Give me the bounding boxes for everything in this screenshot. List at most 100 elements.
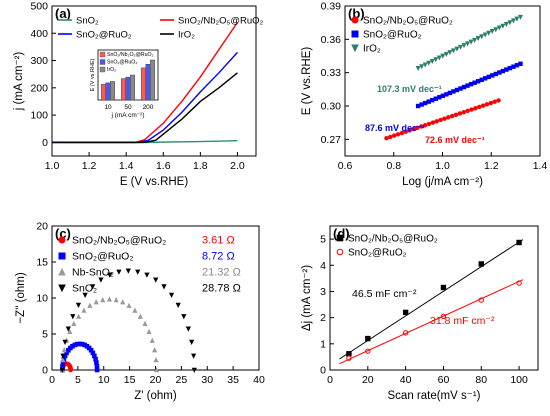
data-point xyxy=(443,51,449,57)
data-point xyxy=(447,50,453,56)
y-tick-label: 3 xyxy=(320,286,326,298)
data-point xyxy=(419,64,425,70)
legend-marker xyxy=(58,252,66,260)
plot-frame xyxy=(344,5,541,157)
y-tick-label: 10 xyxy=(36,293,48,305)
inset-y-axis-label: E (V vs.RHE) xyxy=(90,58,96,91)
inset-legend-swatch xyxy=(99,66,106,73)
panel-label: (a) xyxy=(55,6,71,21)
y-tick-label: 4 xyxy=(320,260,326,272)
panel-label: (c) xyxy=(55,226,71,241)
data-point xyxy=(507,20,513,26)
panel-d: 0 20 40 60 80 100 0 1 2 3 4 5 Scan rate(mV s⁻¹) Δj (m… xyxy=(301,225,539,402)
x-tick-label: 60 xyxy=(438,374,450,386)
data-point xyxy=(144,272,150,278)
y-tick-label: 0.30 xyxy=(321,101,342,113)
data-point xyxy=(442,116,447,121)
data-point xyxy=(482,76,488,81)
data-point xyxy=(391,133,397,138)
panel-b: 0.6 0.8 1.0 1.2 1.4 0.27 0.30 0.33 0.36 0.39 Log (… xyxy=(301,1,547,189)
x-tick-label: 80 xyxy=(475,374,487,386)
x-tick-label: 1.2 xyxy=(484,160,499,172)
legend-label: SnO₂/Nb₂O₅@RuO₂ xyxy=(348,234,438,245)
data-point xyxy=(430,97,435,103)
x-tick-label: 1.0 xyxy=(45,160,60,172)
inset-bar xyxy=(125,76,131,101)
data-point xyxy=(146,328,152,335)
y-tick-label: 2 xyxy=(320,312,326,324)
data-point xyxy=(454,46,460,52)
data-point xyxy=(153,357,159,363)
data-point xyxy=(132,307,138,313)
data-point xyxy=(426,99,431,104)
x-tick-label: 5 xyxy=(75,374,81,386)
data-point xyxy=(126,302,132,308)
resistance-value: 21.32 Ω xyxy=(202,267,241,279)
data-point xyxy=(458,86,463,91)
data-point xyxy=(61,347,67,353)
x-axis-label: Z' (ohm) xyxy=(134,390,177,402)
y-tick-label: 20 xyxy=(36,221,48,233)
data-point xyxy=(488,100,494,106)
data-point xyxy=(440,53,446,59)
x-tick-label: 20 xyxy=(362,374,374,386)
capacitance-annotation: 31.8 mF cm⁻² xyxy=(430,315,495,327)
inset-legend-label: IrO₂ xyxy=(107,67,116,73)
x-tick-label: 0.8 xyxy=(386,160,401,172)
data-point xyxy=(67,328,73,335)
data-point xyxy=(447,90,453,96)
inset-bar xyxy=(141,67,146,101)
inset-bar xyxy=(110,81,115,101)
data-point xyxy=(100,297,106,303)
data-point xyxy=(415,103,421,109)
data-point xyxy=(465,83,470,88)
data-point xyxy=(451,89,456,94)
data-point xyxy=(446,115,451,120)
x-tick-label: 100 xyxy=(510,374,528,386)
data-point xyxy=(181,314,187,320)
data-point xyxy=(60,357,66,363)
data-point xyxy=(175,302,181,308)
x-tick-label: 10 xyxy=(98,374,110,386)
y-tick-label: 0.36 xyxy=(321,34,342,46)
data-point xyxy=(149,337,155,343)
data-point xyxy=(461,84,467,90)
inset-bar xyxy=(150,59,155,101)
y-axis-label: E (V vs.RHE) xyxy=(301,47,313,116)
data-point xyxy=(517,14,524,20)
legend-label: SnO₂/Nb₂O₅@RuO₂ xyxy=(72,235,166,247)
plot-frame xyxy=(51,225,260,371)
data-point xyxy=(496,25,502,31)
data-point xyxy=(388,134,393,140)
data-point xyxy=(422,62,428,68)
resistance-value: 3.61 Ω xyxy=(202,235,235,247)
data-point xyxy=(516,239,522,246)
data-point xyxy=(514,16,520,22)
data-point xyxy=(518,61,523,66)
data-point xyxy=(75,313,82,319)
legend-marker xyxy=(58,267,66,276)
data-point xyxy=(65,326,71,332)
y-tick-label: 100 xyxy=(30,110,48,122)
legend-label: SnO₂ xyxy=(72,283,97,295)
x-tick-label: 1.8 xyxy=(193,160,208,172)
data-point xyxy=(457,44,463,50)
y-tick-label: 5 xyxy=(42,329,48,341)
data-point xyxy=(479,77,484,82)
data-point xyxy=(70,314,76,320)
inset-x-axis-label: j (mA cm⁻²) xyxy=(110,112,144,119)
data-point xyxy=(402,330,409,336)
x-tick-label: 1.2 xyxy=(82,160,97,172)
data-point xyxy=(480,103,486,108)
resistance-value: 8.72 Ω xyxy=(202,251,235,263)
inset-bar xyxy=(145,64,151,101)
data-point xyxy=(152,347,158,353)
data-point xyxy=(440,313,447,320)
legend-marker xyxy=(58,236,66,244)
data-point xyxy=(472,80,477,85)
legend-marker xyxy=(336,248,344,256)
data-point xyxy=(503,21,509,27)
data-point xyxy=(125,268,131,274)
